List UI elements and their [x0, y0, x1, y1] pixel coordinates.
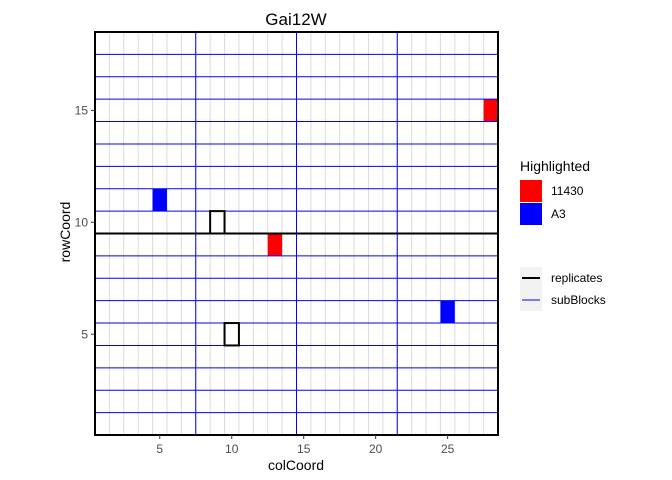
y-tick-label: 15 [75, 103, 89, 117]
legend-title: Highlighted [520, 158, 590, 174]
x-tick-label: 15 [297, 442, 311, 456]
outlined-cell [223, 322, 240, 347]
legend-label-replicates: replicates [551, 271, 602, 285]
legend: Highlighted 11430 A3 replicates subBlock… [520, 158, 606, 311]
y-tick-label: 10 [75, 215, 89, 229]
x-tick-label: 10 [225, 442, 239, 456]
y-axis-title: rowCoord [57, 202, 73, 263]
x-tick-label: 25 [441, 442, 455, 456]
highlighted-cell-11430 [267, 233, 283, 256]
legend-swatch-11430 [520, 180, 542, 202]
x-tick-label: 5 [156, 442, 163, 456]
panel-border [94, 31, 499, 436]
legend-label-A3: A3 [551, 207, 566, 221]
highlighted-cell-A3 [152, 188, 167, 212]
highlighted-cell-A3 [440, 300, 455, 324]
legend-label-11430: 11430 [551, 184, 584, 198]
legend-label-subblocks: subBlocks [551, 293, 606, 307]
legend-swatch-A3 [520, 203, 542, 225]
chart-title: Gai12W [265, 10, 326, 29]
x-axis-title: colCoord [268, 457, 324, 473]
highlighted-cell-11430 [483, 99, 498, 122]
outlined-cell [209, 210, 226, 235]
y-tick-label: 5 [81, 327, 88, 341]
x-tick-label: 20 [369, 442, 383, 456]
